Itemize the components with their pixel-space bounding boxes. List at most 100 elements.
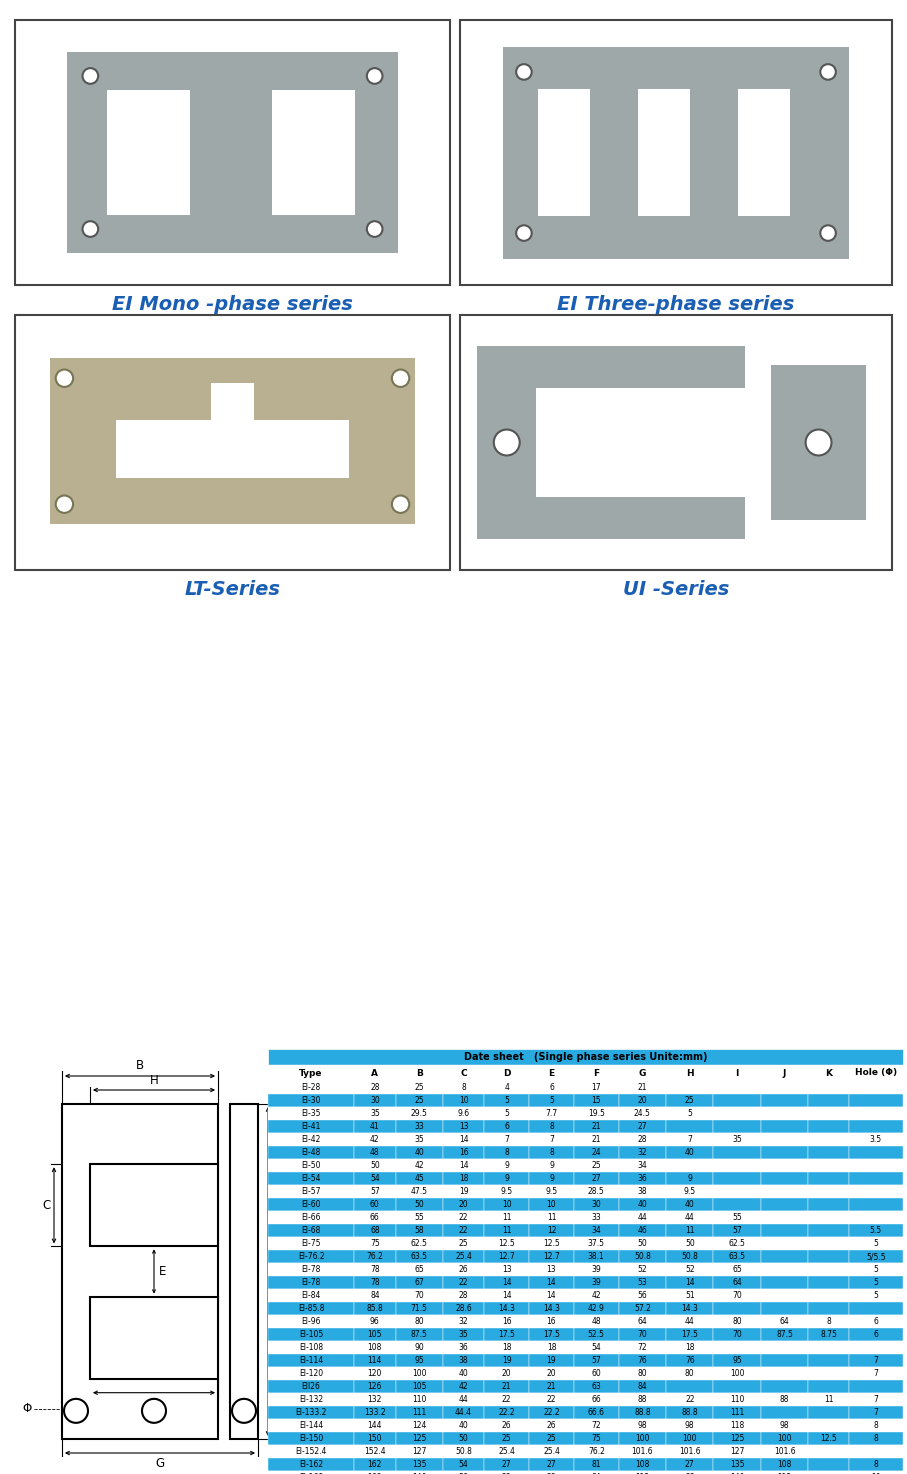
Bar (714, 1094, 761, 1107)
Bar (477, 345, 536, 539)
Bar (268, 1263, 354, 1276)
Text: 57.2: 57.2 (634, 1304, 651, 1313)
Bar (354, 1120, 395, 1134)
Bar (714, 1355, 761, 1366)
Bar (268, 1159, 354, 1172)
Bar (529, 1315, 574, 1328)
Text: UI -Series: UI -Series (623, 579, 729, 598)
Text: EI-60: EI-60 (301, 1200, 321, 1209)
Text: 40: 40 (685, 1200, 695, 1209)
Bar (354, 1263, 395, 1276)
Bar (115, 420, 349, 478)
Bar (666, 1328, 714, 1341)
Text: EI-114: EI-114 (299, 1356, 323, 1365)
Bar (395, 1159, 443, 1172)
Bar (619, 1185, 666, 1198)
Text: 95: 95 (414, 1356, 424, 1365)
Text: 57: 57 (732, 1226, 742, 1235)
Bar (849, 1250, 903, 1263)
Text: 28: 28 (638, 1135, 647, 1144)
Bar (529, 1145, 574, 1159)
Text: 9: 9 (549, 1162, 554, 1170)
Text: 35: 35 (414, 1135, 424, 1144)
Text: 14.3: 14.3 (498, 1304, 515, 1313)
Text: EI-68: EI-68 (301, 1226, 321, 1235)
Bar (666, 1223, 714, 1237)
Text: F: F (151, 1397, 157, 1409)
Bar (268, 1355, 354, 1366)
Bar (354, 1134, 395, 1145)
Bar (849, 1419, 903, 1433)
Bar (354, 1250, 395, 1263)
Text: EI-28: EI-28 (301, 1083, 321, 1092)
Bar (50, 358, 415, 525)
Bar (574, 1288, 619, 1302)
Bar (268, 1471, 354, 1474)
Text: 22: 22 (547, 1394, 556, 1405)
Text: 35: 35 (732, 1135, 742, 1144)
Text: 28.6: 28.6 (455, 1304, 472, 1313)
Bar (619, 1302, 666, 1315)
Bar (666, 1341, 714, 1355)
Bar (67, 52, 398, 254)
Bar (460, 315, 892, 570)
Bar (666, 1159, 714, 1172)
Text: 14: 14 (547, 1278, 556, 1287)
Text: 7: 7 (504, 1135, 509, 1144)
Text: 14: 14 (502, 1291, 512, 1300)
Bar (574, 1393, 619, 1406)
Bar (619, 1288, 666, 1302)
Text: 8: 8 (873, 1434, 878, 1443)
Bar (849, 1107, 903, 1120)
Text: 12.5: 12.5 (498, 1240, 515, 1248)
Text: 24: 24 (591, 1148, 601, 1157)
Bar (529, 1172, 574, 1185)
Bar (354, 1406, 395, 1419)
Bar (484, 1212, 529, 1223)
Bar (808, 1107, 849, 1120)
Bar (484, 1328, 529, 1341)
Text: 12.5: 12.5 (543, 1240, 560, 1248)
Text: 40: 40 (685, 1148, 695, 1157)
Bar (272, 90, 355, 215)
Circle shape (55, 495, 73, 513)
Circle shape (64, 1399, 88, 1422)
Text: 50: 50 (459, 1434, 468, 1443)
Text: 22.2: 22.2 (543, 1408, 560, 1417)
Text: 114: 114 (367, 1356, 382, 1365)
Bar (714, 1380, 761, 1393)
Text: 38.1: 38.1 (588, 1251, 605, 1260)
Bar (666, 1393, 714, 1406)
Bar (503, 47, 849, 258)
Bar (484, 1288, 529, 1302)
Text: 75: 75 (370, 1240, 380, 1248)
Text: 65: 65 (414, 1265, 424, 1274)
Text: 8: 8 (549, 1122, 554, 1131)
Bar (849, 1223, 903, 1237)
Text: 62.5: 62.5 (728, 1240, 746, 1248)
Text: 27: 27 (591, 1173, 601, 1184)
Bar (666, 1419, 714, 1433)
Text: 22.2: 22.2 (498, 1408, 515, 1417)
Bar (395, 1212, 443, 1223)
Text: 110: 110 (412, 1394, 426, 1405)
Text: EI-152.4: EI-152.4 (296, 1447, 327, 1456)
Bar (849, 1237, 903, 1250)
Bar (354, 1341, 395, 1355)
Bar (354, 1212, 395, 1223)
Text: 66.6: 66.6 (588, 1408, 605, 1417)
Bar (484, 1237, 529, 1250)
Text: 14.3: 14.3 (681, 1304, 698, 1313)
Bar (354, 1393, 395, 1406)
Text: 19: 19 (459, 1187, 468, 1195)
Bar (529, 1406, 574, 1419)
Bar (395, 1288, 443, 1302)
Bar (714, 1066, 761, 1080)
Text: 7: 7 (688, 1135, 692, 1144)
Text: 42: 42 (370, 1135, 380, 1144)
Text: 13: 13 (547, 1265, 556, 1274)
Text: I: I (736, 1069, 739, 1077)
Bar (529, 1366, 574, 1380)
Text: 124: 124 (412, 1421, 426, 1430)
Bar (354, 1288, 395, 1302)
